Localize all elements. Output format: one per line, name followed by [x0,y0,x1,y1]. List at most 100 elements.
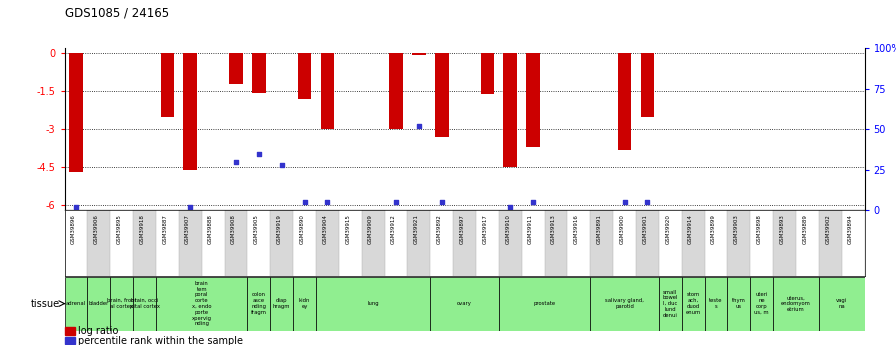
Bar [430,210,453,276]
Point [320,199,334,205]
FancyBboxPatch shape [156,277,247,331]
Text: GSM39918: GSM39918 [140,214,144,244]
Text: kidn
ey: kidn ey [299,298,310,309]
Text: GSM39897: GSM39897 [460,214,465,244]
Text: uteri
ne
corp
us, m: uteri ne corp us, m [754,293,769,315]
FancyBboxPatch shape [659,277,682,331]
Text: GSM39899: GSM39899 [711,214,716,244]
Point [183,205,197,210]
Bar [435,53,449,137]
Text: diap
hragm: diap hragm [273,298,290,309]
Text: percentile rank within the sample: percentile rank within the sample [78,336,243,345]
Text: adrenal: adrenal [66,301,86,306]
Text: GSM39912: GSM39912 [391,214,396,244]
Bar [773,210,796,276]
FancyBboxPatch shape [293,277,316,331]
Text: GSM39921: GSM39921 [414,214,418,244]
Text: GSM39905: GSM39905 [254,214,259,244]
Point [641,199,655,205]
Bar [617,53,632,150]
Bar [69,53,82,172]
FancyBboxPatch shape [65,277,88,331]
Text: GSM39913: GSM39913 [551,214,556,244]
Text: GSM39904: GSM39904 [323,214,327,244]
Bar [179,210,202,276]
Text: GSM39910: GSM39910 [505,214,511,244]
FancyBboxPatch shape [430,277,499,331]
Text: GSM39889: GSM39889 [803,214,807,244]
Bar [225,210,247,276]
FancyBboxPatch shape [247,277,271,331]
Bar [636,210,659,276]
Text: GSM39898: GSM39898 [757,214,762,244]
Text: GSM39920: GSM39920 [666,214,670,244]
Bar [796,210,819,276]
Point [435,199,449,205]
Text: GSM39893: GSM39893 [780,214,785,244]
FancyBboxPatch shape [110,277,134,331]
Bar [590,210,613,276]
Bar [682,210,704,276]
Text: brain
tem
poral
corte
x, endo
porte
xpervig
nding: brain tem poral corte x, endo porte xper… [192,281,211,326]
Bar [384,210,408,276]
Text: GSM39919: GSM39919 [277,214,281,244]
Bar [567,210,590,276]
FancyBboxPatch shape [819,277,865,331]
Text: GSM39891: GSM39891 [597,214,602,244]
Text: GSM39903: GSM39903 [734,214,739,244]
Bar [841,210,865,276]
Text: GSM39895: GSM39895 [116,214,122,244]
Point [297,199,312,205]
Bar [293,210,316,276]
Bar [504,53,517,167]
Text: GSM39896: GSM39896 [71,214,76,244]
Point [228,159,243,165]
Bar [412,53,426,55]
Bar [110,210,134,276]
Bar [476,210,499,276]
Point [274,162,289,168]
Text: ovary: ovary [457,301,472,306]
Bar [453,210,476,276]
Text: GDS1085 / 24165: GDS1085 / 24165 [65,7,168,20]
Text: vagi
na: vagi na [836,298,848,309]
Text: GSM39902: GSM39902 [825,214,831,244]
Text: GSM39892: GSM39892 [436,214,442,244]
FancyBboxPatch shape [134,277,156,331]
FancyBboxPatch shape [590,277,659,331]
Bar [750,210,773,276]
Bar [545,210,567,276]
Bar [408,210,430,276]
Bar [521,210,545,276]
Bar [156,210,179,276]
Text: log ratio: log ratio [78,326,118,336]
Text: stom
ach,
duod
enum: stom ach, duod enum [685,293,701,315]
Text: teste
s: teste s [710,298,723,309]
Text: prostate: prostate [533,301,556,306]
Bar [641,53,654,117]
Bar [613,210,636,276]
FancyBboxPatch shape [271,277,293,331]
Text: thym
us: thym us [732,298,745,309]
Bar [526,53,540,147]
Text: bladder: bladder [89,301,109,306]
Bar [202,210,225,276]
Bar [728,210,750,276]
Bar [65,210,88,276]
Text: GSM39888: GSM39888 [208,214,213,244]
Text: GSM39887: GSM39887 [162,214,168,244]
FancyBboxPatch shape [682,277,704,331]
Point [389,199,403,205]
Bar [339,210,362,276]
Text: small
bowel
I, duc
lund
denui: small bowel I, duc lund denui [662,289,678,318]
Text: GSM39894: GSM39894 [849,214,853,244]
Point [69,205,83,210]
Bar [704,210,728,276]
Bar [480,53,495,94]
Bar [297,53,312,99]
FancyBboxPatch shape [728,277,750,331]
FancyBboxPatch shape [316,277,430,331]
Bar [184,53,197,170]
Bar [389,53,403,129]
Text: lung: lung [367,301,379,306]
